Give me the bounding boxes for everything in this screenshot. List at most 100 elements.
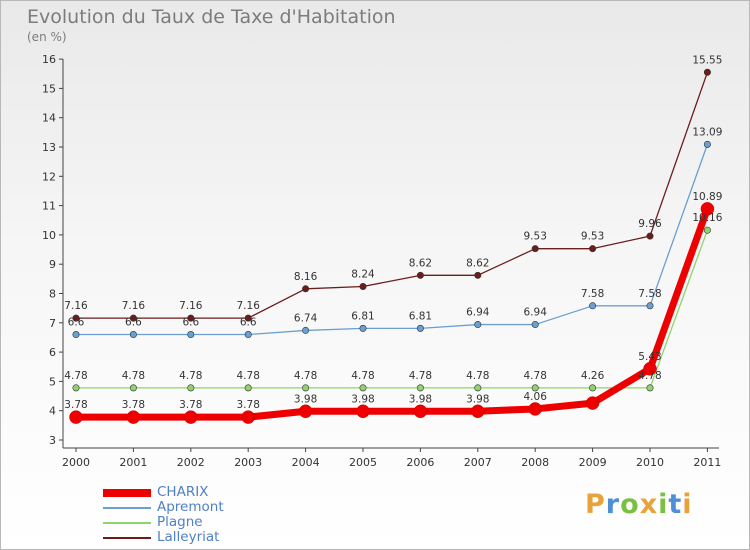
y-tick-label: 3 (49, 434, 56, 447)
y-tick-label: 6 (49, 346, 56, 359)
data-label-plagne: 4.78 (638, 370, 661, 382)
x-tick-label: 2004 (292, 456, 320, 469)
data-label-plagne: 4.78 (466, 370, 489, 382)
data-point-charix (298, 404, 313, 419)
data-label-lalleyriat: 8.24 (351, 268, 375, 280)
data-point-apremont (589, 302, 597, 310)
x-tick-label: 2009 (579, 456, 607, 469)
data-label-plagne: 4.78 (237, 370, 260, 382)
data-label-charix: 3.78 (179, 399, 202, 411)
data-point-charix (471, 404, 485, 419)
data-label-charix: 3.98 (294, 393, 317, 405)
data-point-plagne (244, 384, 252, 392)
data-label-plagne: 4.78 (294, 370, 317, 382)
data-point-plagne (359, 384, 367, 392)
x-tick-label: 2010 (636, 456, 664, 469)
x-tick-label: 2007 (464, 456, 492, 469)
data-label-lalleyriat: 15.55 (692, 54, 722, 66)
data-label-lalleyriat: 9.53 (524, 231, 547, 243)
y-tick-label: 11 (42, 200, 56, 213)
x-tick-label: 2001 (119, 456, 147, 469)
page-title: Evolution du Taux de Taxe d'Habitation (27, 6, 396, 28)
data-label-apremont: 6.6 (182, 317, 199, 329)
data-point-lalleyriat (359, 282, 367, 290)
series-line-plagne (75, 229, 709, 389)
unit-label: (en %) (27, 30, 67, 44)
data-point-charix (356, 404, 370, 419)
x-tick-label: 2003 (234, 456, 262, 469)
logo-letter: r (605, 489, 621, 520)
y-tick-label: 8 (49, 288, 56, 301)
y-tick-label: 9 (49, 258, 56, 271)
data-point-plagne (302, 384, 310, 392)
data-point-lalleyriat (646, 232, 654, 240)
data-point-charix (69, 410, 83, 424)
x-tick-label: 2000 (62, 456, 90, 469)
data-label-apremont: 7.58 (581, 288, 604, 300)
data-point-plagne (187, 384, 195, 392)
legend-label: CHARIX (157, 484, 209, 500)
data-label-plagne: 4.78 (64, 370, 87, 382)
data-point-lalleyriat (72, 314, 80, 322)
data-point-plagne (416, 384, 424, 392)
data-label-apremont: 7.58 (638, 288, 661, 300)
logo-letter: i (682, 489, 693, 520)
data-point-apremont (244, 331, 252, 339)
data-label-apremont: 6.94 (524, 307, 548, 319)
data-point-apremont (72, 331, 80, 339)
data-point-lalleyriat (129, 314, 137, 322)
data-point-plagne (531, 384, 539, 392)
data-label-lalleyriat: 8.62 (409, 257, 432, 269)
logo-letter: P (585, 489, 606, 520)
data-label-plagne: 4.78 (524, 370, 547, 382)
data-point-lalleyriat (302, 285, 310, 293)
data-label-apremont: 6.81 (409, 310, 432, 322)
data-label-apremont: 13.09 (692, 126, 722, 138)
data-label-lalleyriat: 8.16 (294, 271, 318, 283)
data-label-plagne: 4.78 (409, 370, 432, 382)
data-point-lalleyriat (416, 271, 424, 279)
data-label-plagne: 4.78 (122, 370, 145, 382)
data-point-apremont (646, 302, 654, 310)
data-point-charix (585, 396, 600, 410)
data-label-plagne: 4.78 (179, 370, 202, 382)
data-label-lalleyriat: 9.53 (581, 231, 604, 243)
line-chart: 3 4 5 6 7 8 9 10 11 12 13 14 15 16 2000 2001 2002 2003 200… (42, 53, 723, 469)
data-label-apremont: 6.6 (240, 317, 257, 329)
y-tick-label: 16 (42, 53, 56, 66)
data-point-lalleyriat (244, 314, 252, 322)
data-label-apremont: 6.6 (125, 317, 142, 329)
data-point-charix (643, 362, 657, 376)
data-point-plagne (589, 384, 597, 392)
x-tick-label: 2005 (349, 456, 377, 469)
legend-swatch (103, 507, 151, 509)
y-tick-label: 12 (42, 170, 56, 183)
data-label-lalleyriat: 7.16 (122, 300, 146, 312)
data-label-lalleyriat: 8.62 (466, 257, 489, 269)
data-label-apremont: 6.6 (68, 317, 85, 329)
y-tick-label: 4 (49, 405, 56, 418)
data-point-lalleyriat (589, 245, 597, 253)
legend-label: Apremont (157, 499, 224, 515)
y-tick-label: 7 (49, 317, 56, 330)
data-point-charix (184, 410, 198, 424)
logo-letter: t (668, 489, 683, 520)
legend-swatch (103, 537, 151, 539)
data-point-lalleyriat (531, 245, 539, 253)
data-label-charix: 3.98 (409, 393, 432, 405)
legend-swatch (103, 489, 151, 497)
logo-letter: x (639, 489, 659, 520)
data-label-lalleyriat: 9.96 (638, 218, 662, 230)
data-label-charix: 3.98 (351, 393, 374, 405)
y-tick-label: 5 (49, 375, 56, 388)
series-line-apremont (75, 143, 709, 336)
data-point-apremont (531, 321, 539, 329)
data-point-apremont (129, 331, 137, 339)
legend-label: Lalleyriat (157, 529, 220, 545)
y-tick-label: 14 (42, 112, 56, 125)
legend-label: Plagne (157, 514, 203, 530)
data-label-plagne: 10.16 (692, 212, 722, 224)
data-label-plagne: 4.78 (351, 370, 374, 382)
data-point-apremont (359, 324, 367, 332)
